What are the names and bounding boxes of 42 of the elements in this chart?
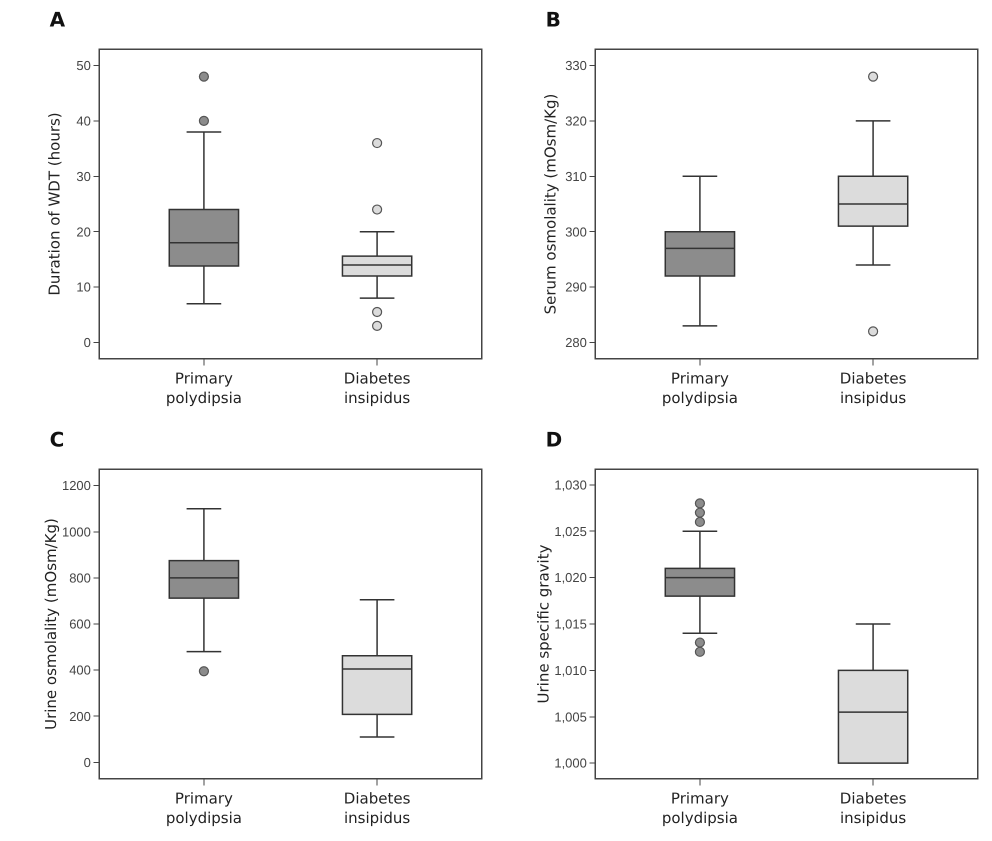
y-axis-title: Urine osmolality (mOsm/Kg) bbox=[42, 518, 60, 730]
x-tick-label: Primary polydipsia bbox=[166, 790, 242, 827]
y-tick-label: 320 bbox=[565, 113, 587, 128]
y-tick-label: 0 bbox=[84, 335, 91, 350]
x-tick-label: Primary polydipsia bbox=[166, 370, 242, 407]
y-tick-label: 1,020 bbox=[554, 570, 587, 586]
y-tick-label: 1,015 bbox=[554, 616, 587, 632]
x-tick-label: Primary polydipsia bbox=[662, 370, 738, 407]
y-tick-label: 1,010 bbox=[554, 662, 587, 678]
y-tick-label: 1200 bbox=[62, 478, 91, 494]
y-tick-label: 280 bbox=[565, 335, 587, 350]
y-tick-label: 20 bbox=[76, 224, 91, 240]
y-tick-label: 400 bbox=[69, 662, 91, 678]
chart-title: B bbox=[546, 8, 561, 32]
x-tick-label: Diabetes insipidus bbox=[840, 370, 907, 407]
x-tick-label: Diabetes insipidus bbox=[840, 790, 907, 827]
x-tick-label: Primary polydipsia bbox=[662, 790, 738, 827]
y-axis-title: Duration of WDT (hours) bbox=[46, 112, 64, 296]
x-tick-label: Diabetes insipidus bbox=[344, 790, 411, 827]
x-tick-label: Diabetes insipidus bbox=[344, 370, 411, 407]
y-tick-label: 1,030 bbox=[554, 477, 587, 492]
y-tick-label: 800 bbox=[69, 570, 91, 586]
y-tick-label: 600 bbox=[69, 616, 91, 632]
y-tick-label: 50 bbox=[76, 58, 91, 74]
y-tick-label: 1,005 bbox=[554, 709, 587, 724]
y-tick-label: 40 bbox=[76, 113, 91, 128]
chart-title: A bbox=[50, 8, 66, 32]
y-tick-label: 300 bbox=[565, 224, 587, 240]
y-tick-label: 1,000 bbox=[554, 756, 587, 771]
y-tick-label: 10 bbox=[76, 280, 91, 295]
y-axis-title: Urine specific gravity bbox=[534, 544, 552, 704]
chart-title: C bbox=[50, 428, 64, 452]
y-tick-label: 1000 bbox=[62, 524, 91, 540]
y-tick-label: 330 bbox=[565, 58, 587, 74]
chart-title: D bbox=[546, 428, 562, 452]
y-tick-label: 1,025 bbox=[554, 524, 587, 539]
y-tick-label: 310 bbox=[565, 168, 587, 184]
y-tick-label: 290 bbox=[565, 280, 587, 295]
y-tick-label: 200 bbox=[69, 708, 91, 724]
y-tick-label: 0 bbox=[84, 754, 91, 770]
y-tick-label: 30 bbox=[76, 168, 91, 184]
y-axis-title: Serum osmolality (mOsm/Kg) bbox=[542, 94, 560, 314]
